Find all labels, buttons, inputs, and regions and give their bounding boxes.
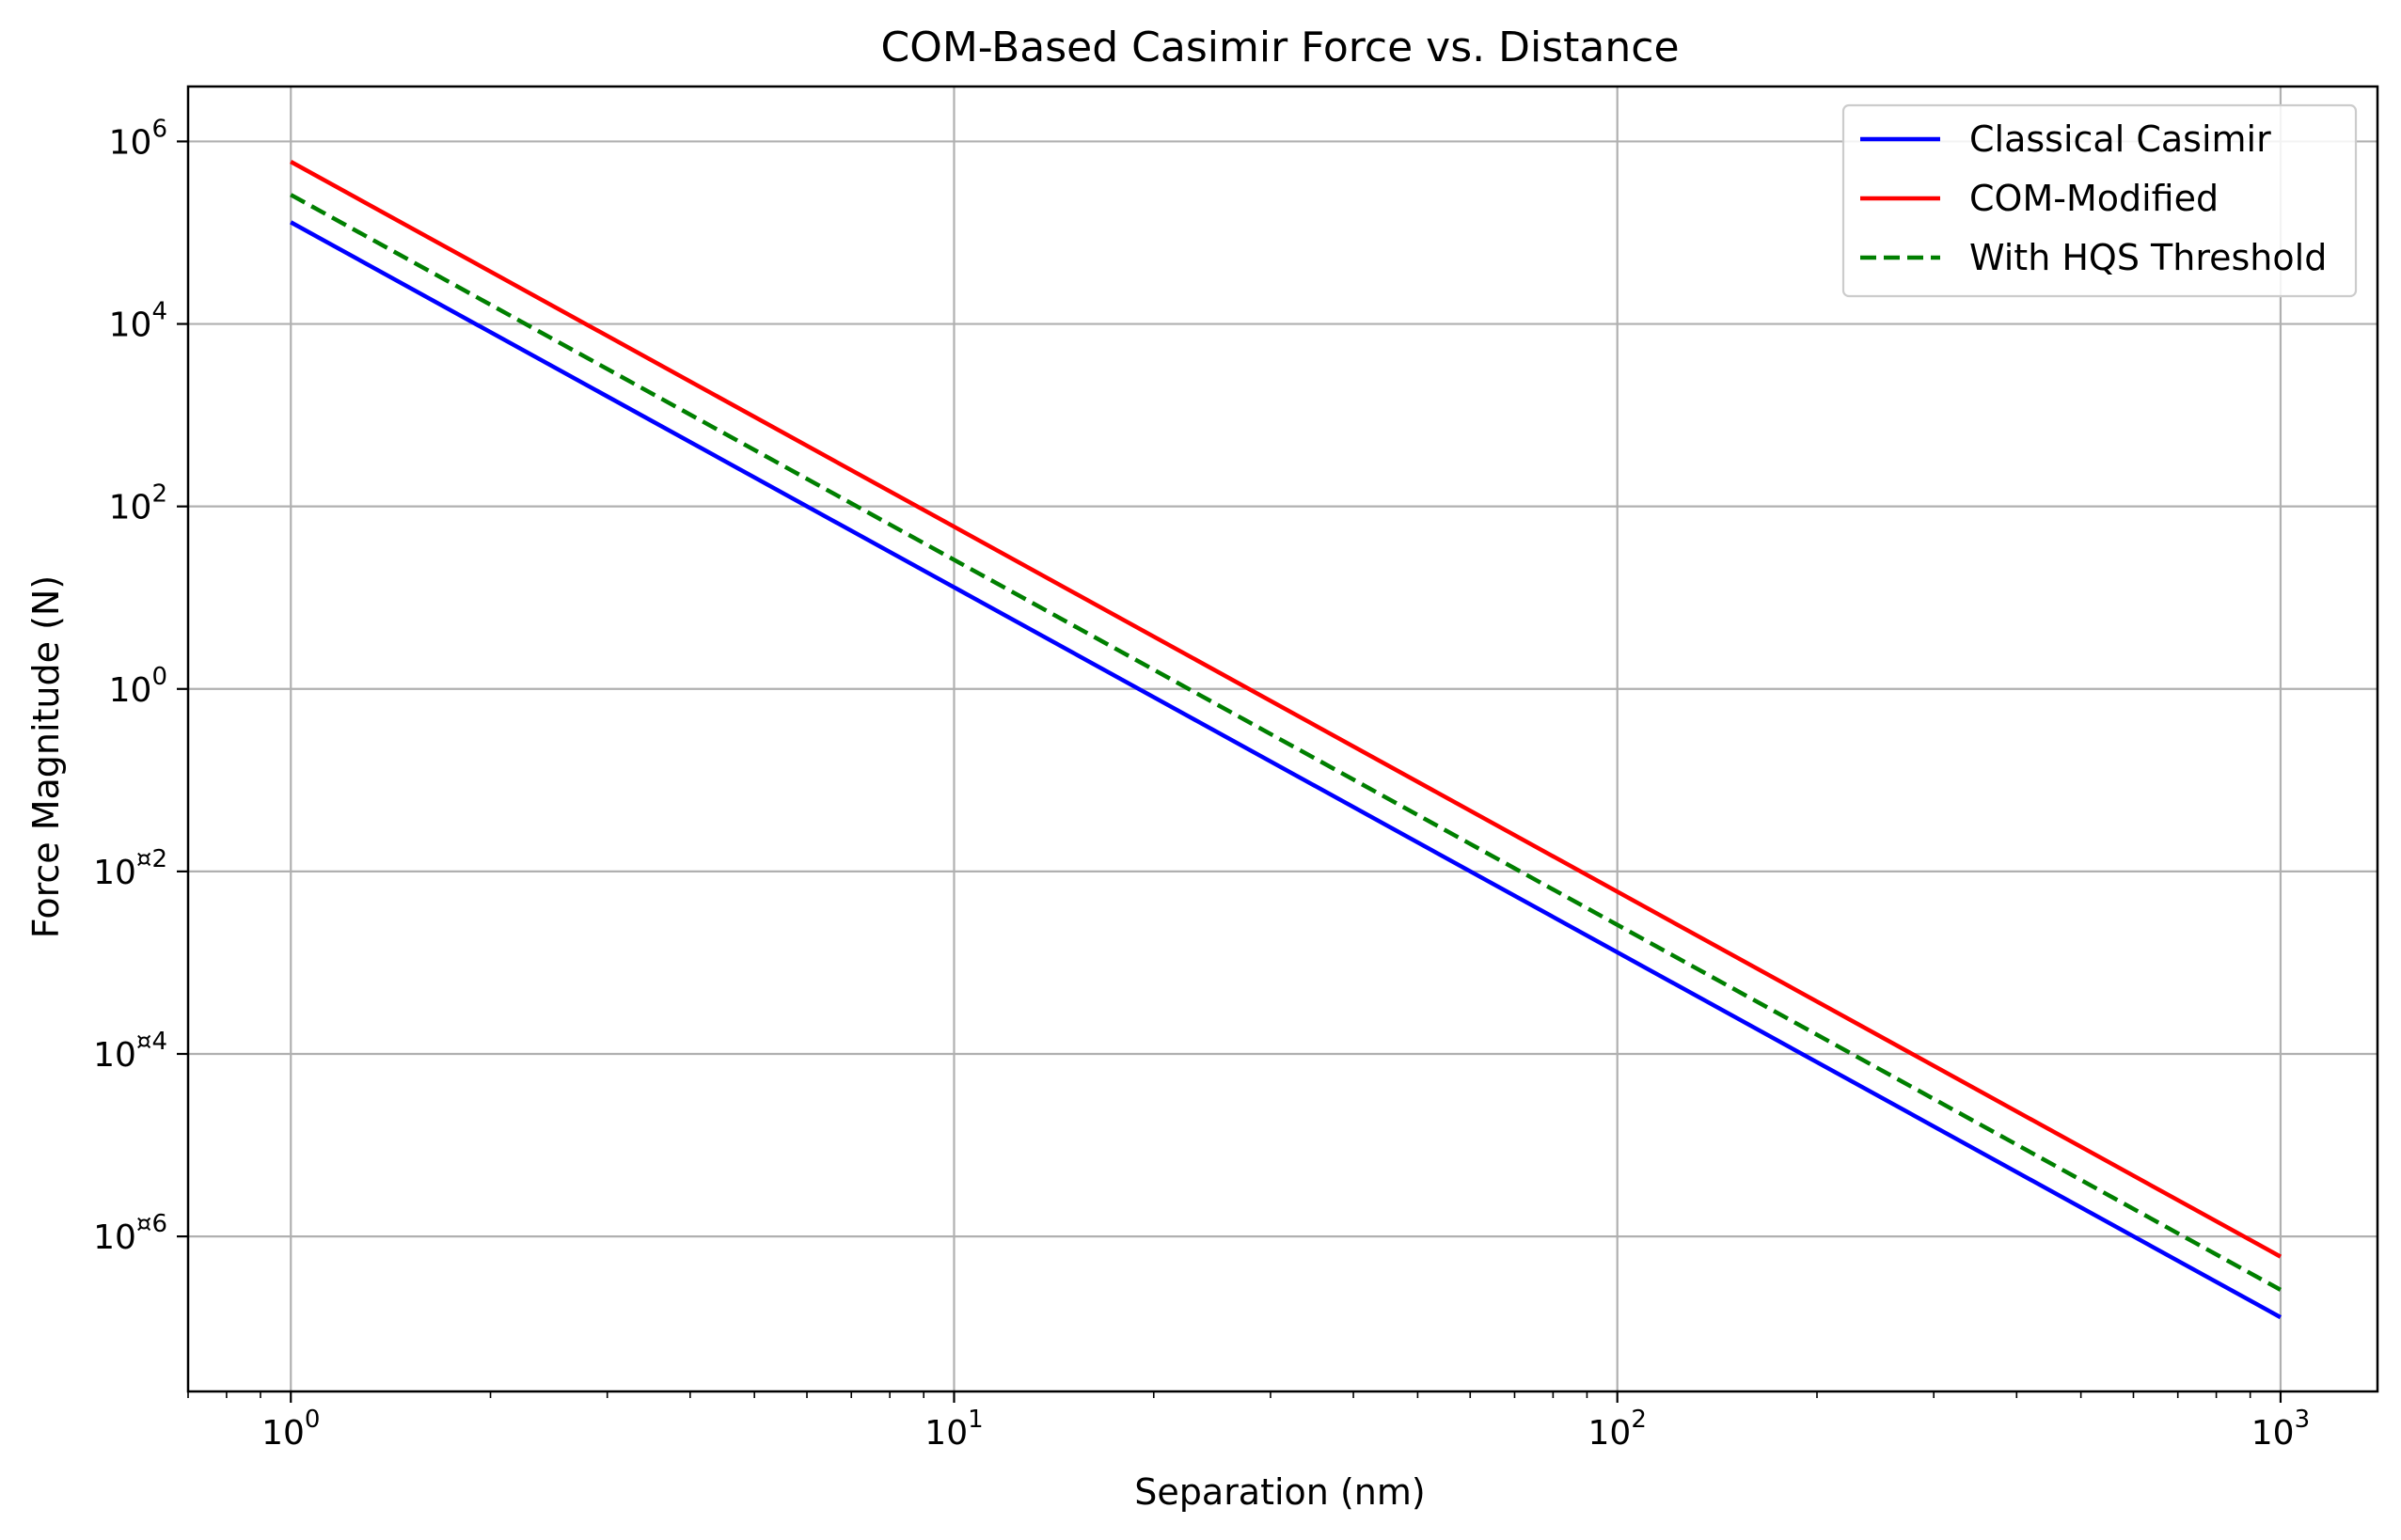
y-tick-label: 100 (109, 663, 167, 710)
y-tick-label: 10¤4 (93, 1028, 167, 1075)
y-axis-label: Force Magnitude (N) (25, 575, 67, 938)
y-tick-label: 106 (109, 115, 167, 162)
x-tick-label: 101 (924, 1406, 983, 1453)
x-tick-exponent: 0 (305, 1406, 321, 1434)
plot-area-frame (186, 85, 2379, 1393)
y-tick-exponent: 6 (151, 115, 167, 143)
x-tick-base: 10 (924, 1414, 968, 1453)
legend-box (1841, 103, 2358, 298)
x-tick-base: 10 (261, 1414, 305, 1453)
x-tick-base: 10 (1588, 1414, 1632, 1453)
legend-label: COM-Modified (1969, 178, 2219, 219)
y-tick-exponent: 0 (151, 663, 167, 691)
grid-lines (188, 86, 2377, 1391)
y-tick-base: 10 (109, 123, 152, 162)
series-lines (290, 160, 2282, 1320)
x-tick-label: 102 (1588, 1406, 1647, 1453)
y-tick-base: 10 (109, 489, 152, 527)
x-tick-label: 103 (2251, 1406, 2310, 1453)
y-tick-exponent: ¤4 (136, 1028, 167, 1056)
x-axis-ticks: 100 101 102 103 (261, 1391, 2310, 1453)
y-tick-exponent: 4 (151, 298, 167, 326)
y-tick-label: 104 (109, 298, 167, 345)
series-line-1 (290, 220, 2282, 1320)
y-tick-label: 10¤2 (93, 845, 167, 892)
y-tick-exponent: 2 (151, 480, 167, 509)
series-line-3 (290, 193, 2282, 1292)
y-tick-exponent: ¤6 (136, 1210, 167, 1238)
y-tick-label: 102 (109, 480, 167, 527)
legend-label: Classical Casimir (1969, 118, 2271, 160)
legend-label: With HQS Threshold (1969, 237, 2327, 278)
y-tick-base: 10 (93, 1036, 136, 1075)
y-tick-label: 10¤6 (93, 1210, 167, 1257)
x-tick-exponent: 3 (2295, 1406, 2311, 1434)
x-tick-base: 10 (2251, 1414, 2295, 1453)
series-line-2 (290, 160, 2282, 1259)
legend: Classical Casimir COM-Modified With HQS Th… (1841, 103, 2358, 298)
chart-title: COM-Based Casimir Force vs. Distance (880, 24, 1679, 71)
y-tick-base: 10 (109, 671, 152, 710)
x-tick-exponent: 2 (1631, 1406, 1647, 1434)
y-tick-base: 10 (93, 854, 136, 892)
y-tick-base: 10 (109, 306, 152, 345)
x-tick-label: 100 (261, 1406, 320, 1453)
x-axis-label: Separation (nm) (1134, 1471, 1425, 1513)
y-tick-base: 10 (93, 1218, 136, 1257)
x-tick-exponent: 1 (968, 1406, 984, 1434)
y-tick-exponent: ¤2 (136, 845, 167, 873)
